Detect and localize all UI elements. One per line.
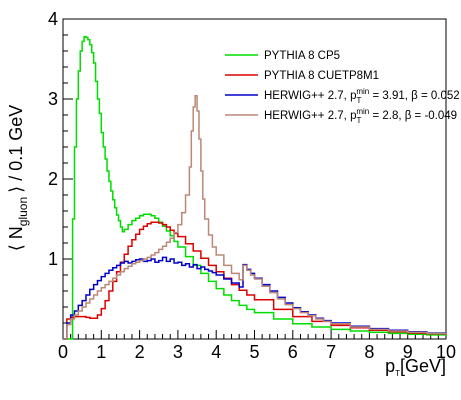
x-tick-label: 0 <box>58 342 68 362</box>
x-tick-label: 1 <box>96 342 106 362</box>
series-line-0 <box>63 35 447 340</box>
series-line-1 <box>63 221 447 340</box>
x-axis-title: pT[GeV] <box>385 356 446 378</box>
y-tick-label: 1 <box>48 249 58 269</box>
x-tick-label: 6 <box>288 342 298 362</box>
y-tick-label: 2 <box>48 169 58 189</box>
x-tick-label: 3 <box>173 342 183 362</box>
x-tick-label: 8 <box>364 342 374 362</box>
x-tick-label: 9 <box>403 342 413 362</box>
legend-label-cp5: PYTHIA 8 CP5 <box>264 50 340 62</box>
x-tick-label: 4 <box>211 342 221 362</box>
legend-label-herwig-a: HERWIG++ 2.7, pTmin = 3.91, β = 0.052 <box>264 87 460 105</box>
legend: PYTHIA 8 CP5 PYTHIA 8 CUETP8M1 HERWIG++ … <box>225 50 460 125</box>
x-tick-label: 7 <box>326 342 336 362</box>
x-tick-label: 10 <box>436 342 456 362</box>
y-axis: 1 2 3 4 <box>48 9 73 340</box>
y-tick-label: 4 <box>48 9 58 29</box>
y-axis-title: ⟨ Ngluon⟩ / 0.1 GeV <box>6 105 30 251</box>
x-tick-label: 2 <box>135 342 145 362</box>
series-layer <box>63 35 447 340</box>
series-line-2 <box>63 256 447 340</box>
y-tick-label: 3 <box>48 89 58 109</box>
x-tick-label: 5 <box>249 342 259 362</box>
legend-label-herwig-b: HERWIG++ 2.7, pTmin = 2.8, β = -0.049 <box>264 107 457 125</box>
plot-frame <box>62 18 447 340</box>
x-axis: 0 1 2 3 4 5 6 7 8 9 10 <box>58 330 456 362</box>
series-line-3 <box>63 95 447 340</box>
legend-label-cuetp8m1: PYTHIA 8 CUETP8M1 <box>264 70 379 82</box>
